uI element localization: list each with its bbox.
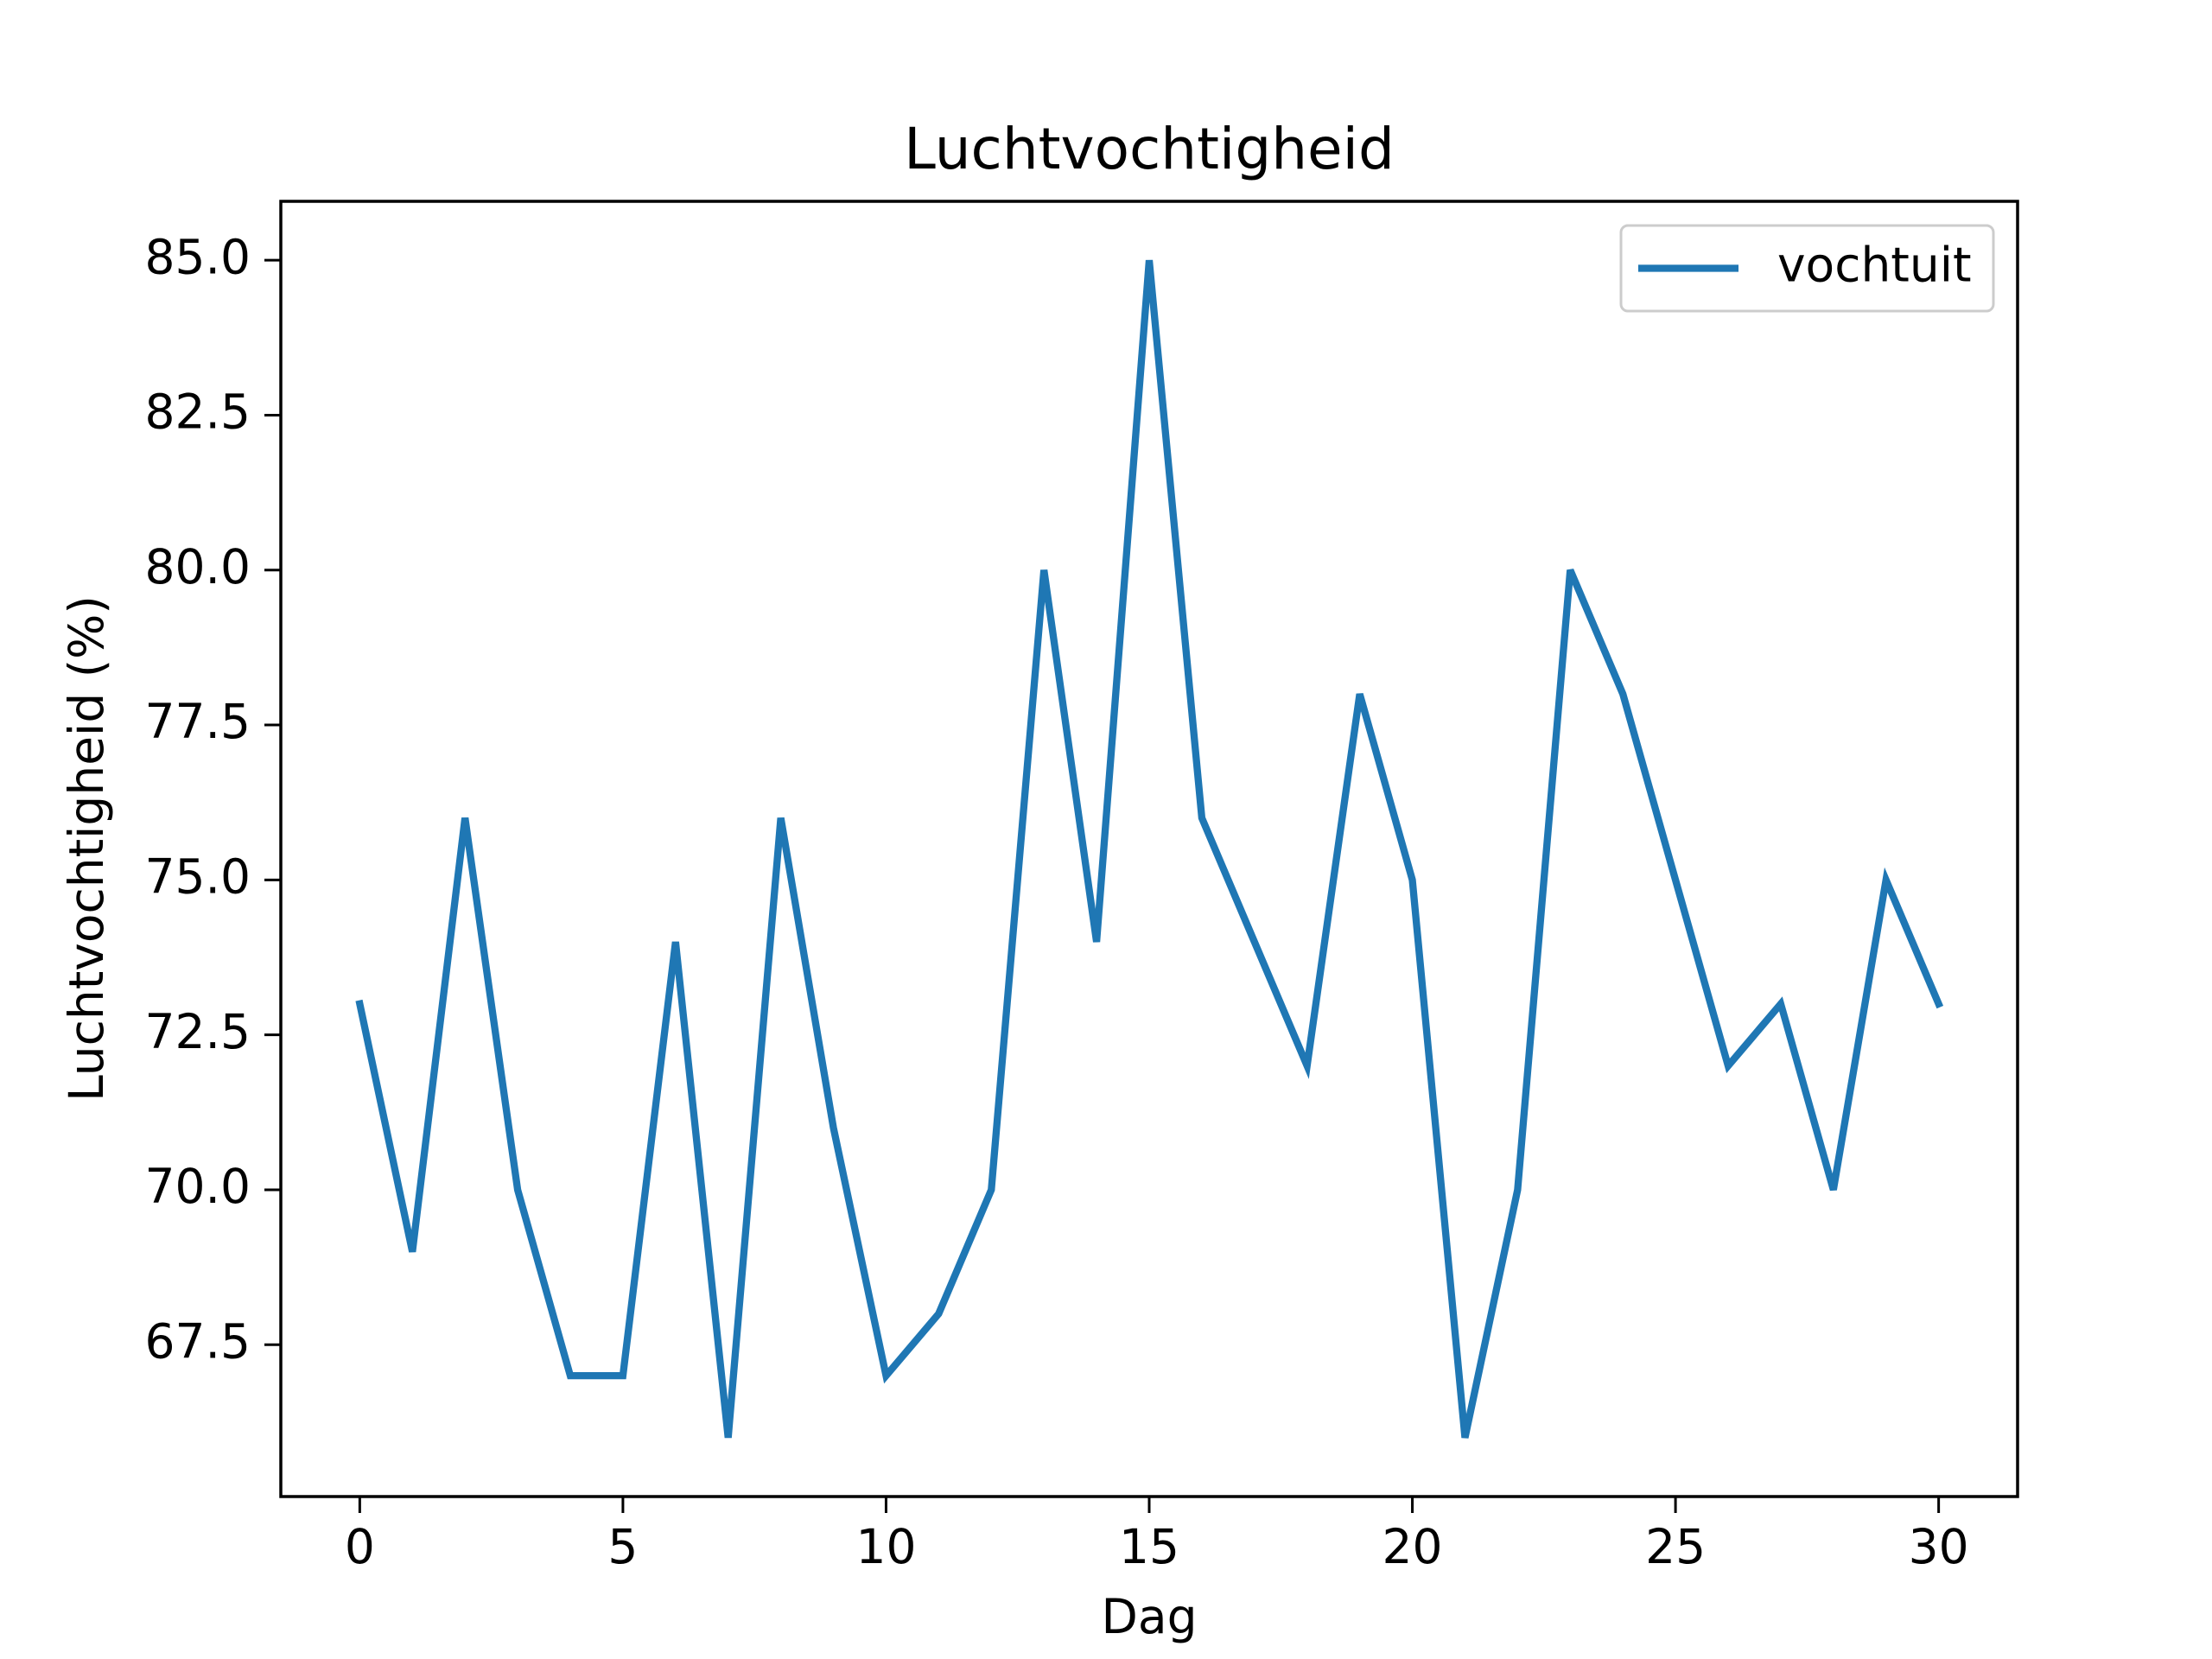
plot-frame	[279, 200, 2019, 1498]
x-tick-label: 30	[1909, 1519, 1969, 1574]
x-tick-label: 5	[607, 1519, 638, 1574]
y-tick-label: 72.5	[145, 1004, 251, 1059]
y-tick-label: 67.5	[145, 1313, 251, 1369]
y-tick-label: 70.0	[145, 1159, 251, 1214]
y-tick-label: 80.0	[145, 539, 251, 594]
legend-label: vochtuit	[1777, 238, 1972, 293]
legend-box	[1619, 224, 1995, 313]
y-axis-label: Luchtvochtigheid (%)	[59, 595, 114, 1102]
x-tick-label: 25	[1645, 1519, 1706, 1574]
x-axis-label: Dag	[1102, 1589, 1198, 1644]
y-tick-label: 85.0	[145, 229, 251, 284]
x-tick-label: 15	[1119, 1519, 1179, 1574]
y-tick-label: 75.0	[145, 849, 251, 905]
y-tick-label: 77.5	[145, 694, 251, 749]
x-tick-label: 0	[345, 1519, 375, 1574]
line-series	[355, 259, 1944, 1439]
x-tick-label: 20	[1382, 1519, 1443, 1574]
y-tick-label: 82.5	[145, 385, 251, 440]
chart-title: Luchtvochtigheid	[904, 116, 1395, 182]
x-tick-label: 10	[855, 1519, 916, 1574]
